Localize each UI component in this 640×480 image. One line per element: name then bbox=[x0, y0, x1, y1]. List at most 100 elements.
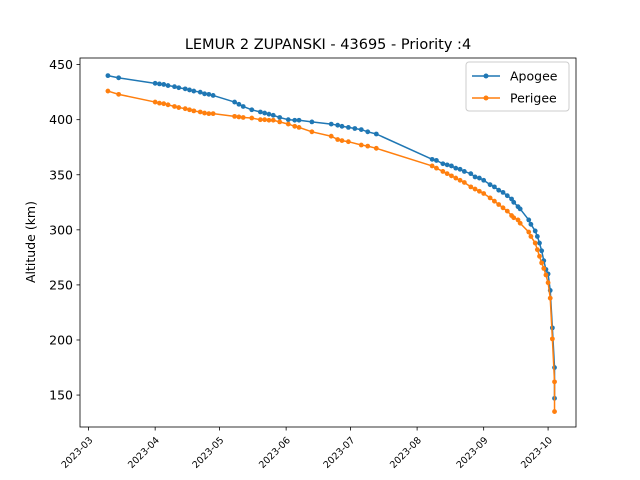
data-point-apogee-62 bbox=[539, 248, 545, 254]
data-point-perigee-27 bbox=[309, 129, 315, 135]
axes-frame bbox=[79, 57, 577, 428]
data-point-perigee-4 bbox=[161, 101, 167, 107]
data-point-perigee-63 bbox=[543, 272, 549, 278]
data-point-apogee-50 bbox=[496, 187, 502, 193]
data-point-perigee-43 bbox=[468, 184, 474, 190]
data-point-apogee-20 bbox=[262, 110, 268, 116]
data-point-apogee-34 bbox=[365, 129, 371, 135]
data-point-apogee-2 bbox=[152, 80, 158, 86]
data-point-perigee-26 bbox=[296, 124, 302, 130]
data-point-perigee-59 bbox=[534, 247, 540, 253]
data-point-perigee-35 bbox=[429, 163, 435, 169]
data-point-perigee-65 bbox=[547, 295, 553, 301]
data-point-perigee-66 bbox=[549, 336, 555, 342]
data-point-perigee-58 bbox=[532, 240, 538, 246]
data-point-perigee-33 bbox=[365, 143, 371, 149]
data-point-apogee-26 bbox=[296, 117, 302, 123]
data-point-apogee-19 bbox=[257, 109, 263, 115]
y-tick-label-1: 200 bbox=[49, 332, 73, 347]
data-point-apogee-3 bbox=[157, 81, 162, 87]
data-point-apogee-32 bbox=[352, 126, 358, 131]
data-point-apogee-11 bbox=[197, 89, 203, 95]
data-point-apogee-22 bbox=[270, 112, 276, 118]
data-point-perigee-21 bbox=[266, 117, 272, 123]
data-point-apogee-43 bbox=[461, 169, 467, 174]
legend-marker-perigee bbox=[483, 95, 489, 101]
data-point-perigee-32 bbox=[358, 142, 364, 148]
data-point-apogee-10 bbox=[191, 88, 197, 94]
data-point-perigee-40 bbox=[453, 175, 459, 181]
data-point-apogee-18 bbox=[249, 107, 255, 113]
data-point-apogee-54 bbox=[511, 199, 517, 205]
data-point-perigee-46 bbox=[481, 191, 487, 196]
data-point-perigee-44 bbox=[472, 186, 478, 192]
data-point-apogee-60 bbox=[534, 234, 540, 239]
legend-marker-apogee bbox=[483, 73, 489, 79]
legend-label-perigee: Perigee bbox=[510, 91, 557, 106]
data-point-apogee-37 bbox=[434, 158, 439, 163]
data-point-apogee-51 bbox=[500, 189, 506, 195]
data-point-perigee-28 bbox=[328, 133, 334, 139]
data-point-apogee-56 bbox=[517, 206, 523, 212]
y-tick-label-4: 350 bbox=[49, 167, 73, 182]
y-tick-label-5: 400 bbox=[49, 112, 73, 127]
data-point-apogee-41 bbox=[453, 165, 459, 171]
data-point-perigee-39 bbox=[449, 173, 454, 179]
legend-label-apogee: Apogee bbox=[510, 69, 558, 84]
data-point-apogee-23 bbox=[277, 115, 283, 120]
data-point-perigee-49 bbox=[496, 202, 502, 207]
data-point-perigee-16 bbox=[236, 114, 242, 120]
data-point-apogee-45 bbox=[472, 174, 478, 180]
data-point-apogee-40 bbox=[449, 163, 454, 169]
data-point-apogee-5 bbox=[165, 83, 171, 88]
data-point-perigee-23 bbox=[277, 119, 283, 125]
data-point-perigee-41 bbox=[457, 177, 463, 183]
data-point-apogee-38 bbox=[440, 161, 446, 167]
data-point-apogee-58 bbox=[528, 221, 534, 227]
data-point-apogee-46 bbox=[476, 175, 482, 181]
data-point-perigee-13 bbox=[206, 111, 212, 117]
y-tick-label-2: 250 bbox=[49, 277, 73, 292]
data-point-perigee-56 bbox=[526, 229, 532, 235]
data-point-perigee-38 bbox=[444, 171, 450, 177]
data-point-perigee-51 bbox=[504, 208, 510, 214]
y-tick-label-6: 450 bbox=[49, 57, 73, 72]
data-point-perigee-50 bbox=[500, 205, 506, 211]
data-point-apogee-48 bbox=[487, 182, 493, 188]
data-point-apogee-27 bbox=[309, 119, 315, 125]
data-point-perigee-17 bbox=[240, 115, 246, 120]
data-point-perigee-31 bbox=[346, 139, 351, 145]
data-point-perigee-11 bbox=[197, 109, 203, 115]
data-point-perigee-2 bbox=[152, 99, 158, 105]
data-point-perigee-5 bbox=[165, 102, 171, 108]
data-point-perigee-3 bbox=[157, 100, 162, 106]
data-point-apogee-0 bbox=[105, 73, 111, 79]
data-point-apogee-1 bbox=[116, 75, 122, 81]
y-axis-label: Altitude (km) bbox=[23, 201, 38, 283]
data-point-perigee-37 bbox=[440, 169, 446, 174]
data-point-perigee-30 bbox=[339, 138, 345, 144]
data-point-perigee-19 bbox=[257, 117, 263, 123]
data-point-perigee-0 bbox=[105, 88, 111, 94]
data-point-apogee-33 bbox=[358, 127, 364, 132]
data-point-apogee-42 bbox=[457, 166, 463, 172]
data-point-perigee-36 bbox=[434, 165, 439, 171]
data-point-perigee-57 bbox=[528, 234, 534, 239]
y-tick-label-0: 150 bbox=[49, 388, 73, 403]
data-point-apogee-30 bbox=[339, 123, 345, 129]
data-point-perigee-53 bbox=[511, 215, 517, 221]
data-point-perigee-7 bbox=[176, 105, 182, 110]
data-point-perigee-1 bbox=[116, 91, 122, 97]
data-point-perigee-42 bbox=[461, 180, 467, 185]
data-point-apogee-39 bbox=[444, 162, 450, 168]
data-point-apogee-14 bbox=[210, 93, 216, 98]
data-point-apogee-47 bbox=[481, 177, 487, 183]
data-point-apogee-29 bbox=[335, 122, 341, 128]
plot-area bbox=[105, 73, 557, 414]
data-point-apogee-59 bbox=[532, 228, 538, 234]
data-point-perigee-6 bbox=[172, 104, 177, 109]
data-point-apogee-52 bbox=[504, 193, 510, 199]
data-point-perigee-61 bbox=[539, 260, 545, 266]
data-point-perigee-9 bbox=[187, 107, 192, 113]
